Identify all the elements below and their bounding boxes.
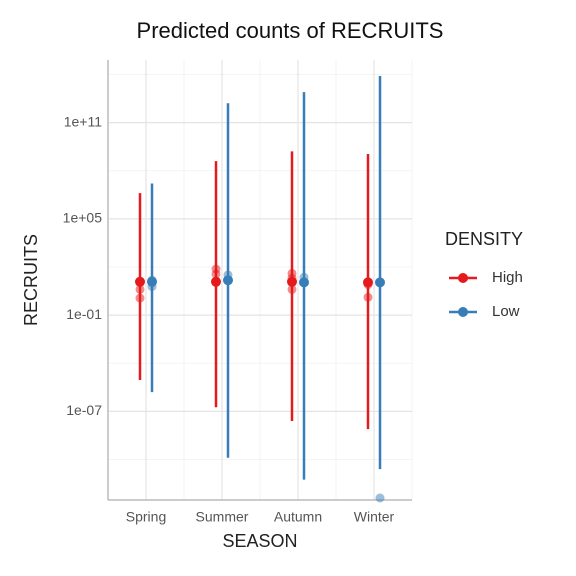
x-tick-label: Winter: [354, 509, 395, 525]
point: [223, 275, 233, 286]
legend-swatch: [458, 273, 468, 283]
x-axis-label: SEASON: [222, 531, 297, 551]
legend-label: Low: [492, 303, 520, 320]
point: [135, 276, 145, 287]
legend-title: DENSITY: [445, 229, 523, 249]
x-tick-label: Autumn: [274, 509, 322, 525]
x-tick-label: Spring: [126, 509, 166, 525]
observation: [375, 493, 385, 503]
y-tick-label: 1e+11: [64, 113, 102, 129]
legend-label: High: [492, 269, 523, 286]
point: [147, 276, 157, 287]
x-tick-label: Summer: [196, 509, 249, 525]
point: [363, 277, 373, 288]
legend-swatch: [458, 307, 468, 317]
point: [375, 277, 385, 288]
y-tick-label: 1e-01: [66, 306, 102, 322]
point: [211, 276, 221, 287]
chart-title: Predicted counts of RECRUITS: [137, 18, 444, 43]
point: [299, 277, 309, 288]
y-axis-label: RECRUITS: [21, 234, 41, 326]
y-tick-label: 1e+05: [63, 210, 103, 226]
y-tick-label: 1e-07: [66, 402, 102, 418]
point: [287, 276, 297, 287]
